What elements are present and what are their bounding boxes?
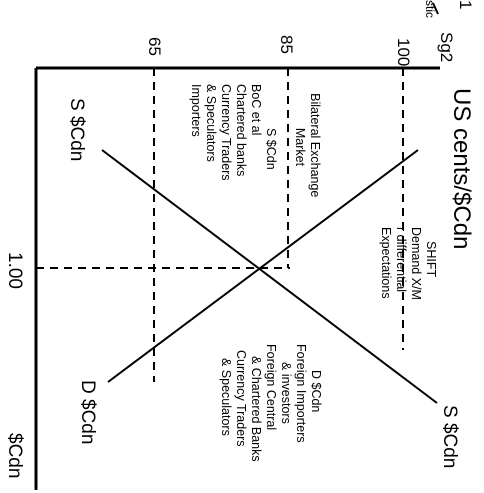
shift-line: Expectations <box>379 227 393 299</box>
shift-line: Demand X/M <box>409 227 423 300</box>
demand-participants-line: & investors <box>279 362 293 424</box>
shift-line: r differential <box>394 227 408 292</box>
tick-y-85: 85 <box>277 35 296 54</box>
demand-participants-line: & Chartered Banks <box>249 356 263 462</box>
supply-participants-line: Chartered banks <box>234 84 248 176</box>
tick-y-100: 100 <box>394 38 413 66</box>
demand-curve <box>107 149 419 383</box>
axis-title-x: $Cdn <box>4 433 25 478</box>
demand-participants-line: Currency Traders <box>234 350 248 447</box>
demand-curve-label-bottom: D $Cdn <box>77 380 98 444</box>
demand-participants-line: Foreign Central <box>264 344 278 430</box>
market-line: Bilateral Exchange <box>308 93 322 197</box>
sg2-label: Sg2 <box>437 32 456 62</box>
shift-line: SHIFT <box>424 241 438 277</box>
tick-y-65: 65 <box>145 37 164 56</box>
supply-participants-line: & Speculators <box>204 84 218 162</box>
axis-title-y: US cents/$Cdn <box>448 88 475 249</box>
shift-label: SHIFT Demand X/M r differential Expectat… <box>379 227 438 303</box>
demand-participants-label: D $Cdn Foreign Importers & investors For… <box>219 344 323 465</box>
demand-participants-line: & Speculators <box>219 358 233 436</box>
supply-participants-line: Importers <box>189 84 203 137</box>
sg2-line <box>432 2 439 15</box>
market-label: Bilateral Exchange Market <box>293 93 322 201</box>
demand-participants-line: Foreign Importers <box>294 344 308 443</box>
market-line: Market <box>293 128 307 167</box>
supply-curve-label-top: S $Cdn <box>66 98 87 161</box>
supply-participants-label: S $Cdn BoC et al Chartered banks Currenc… <box>189 84 278 184</box>
supply-participants-line: Currency Traders <box>219 84 233 181</box>
corner-label-1: 1 <box>456 0 475 9</box>
supply-participants-line: BoC et al <box>249 84 263 135</box>
tick-x-1: 1.00 <box>4 252 25 289</box>
supply-curve <box>101 149 438 404</box>
supply-curve-label-bottom: S $Cdn <box>439 405 460 468</box>
demand-participants-line: D $Cdn <box>309 370 323 412</box>
corner-label-stic: stic <box>423 0 437 18</box>
supply-participants-line: S $Cdn <box>264 128 278 170</box>
